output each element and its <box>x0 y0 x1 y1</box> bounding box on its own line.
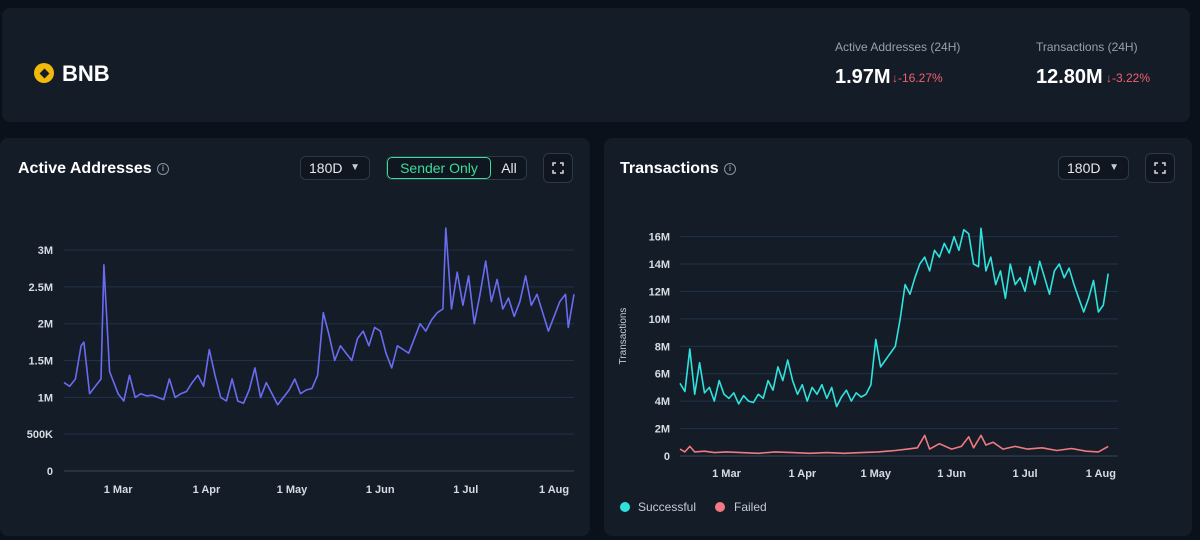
transactions-series-line-failed <box>679 434 1109 455</box>
transactions-x-tick-label: 1 Aug <box>1086 468 1116 480</box>
transactions-x-tick-label: 1 Jul <box>1012 468 1037 480</box>
active-addresses-24h-change: ↓-16.27% <box>892 71 943 85</box>
active-addresses-24h-value: 1.97M <box>835 66 891 88</box>
chevron-down-icon: ▼ <box>350 162 360 173</box>
legend-failed[interactable]: Failed <box>734 500 767 514</box>
period-select-value: 180D <box>309 160 343 176</box>
chevron-down-icon: ▼ <box>1109 162 1119 173</box>
change-value: -16.27% <box>898 71 943 85</box>
transactions-y-tick-label: 16M <box>649 232 670 244</box>
transactions-x-tick-label: 1 Mar <box>712 468 741 480</box>
transactions-x-tick-label: 1 May <box>860 468 891 480</box>
info-icon[interactable]: i <box>157 163 169 175</box>
transactions-y-tick-label: 6M <box>655 369 670 381</box>
transactions-y-tick-label: 0 <box>664 451 670 463</box>
transactions-x-tick-label: 1 Apr <box>788 468 816 480</box>
transactions-y-tick-label: 4M <box>655 396 670 408</box>
expand-chart-button[interactable] <box>543 153 573 183</box>
arrow-down-icon: ↓ <box>892 71 898 85</box>
transactions-panel: Transactions i 180D ▼ 0 2M 4M 6M 8M 10M 12M 14M… <box>604 138 1192 536</box>
transactions-y-axis-label: Transactions <box>618 308 629 365</box>
transactions-y-tick-label: 8M <box>655 341 670 353</box>
info-icon[interactable]: i <box>724 163 736 175</box>
legend-swatch-successful <box>620 502 630 512</box>
arrow-down-icon: ↓ <box>1106 71 1112 85</box>
summary-card: BNB Active Addresses (24H) 1.97M ↓-16.27… <box>2 8 1190 122</box>
active-addresses-y-tick-label: 0 <box>47 466 53 478</box>
transactions-y-tick-label: 2M <box>655 424 670 436</box>
period-select[interactable]: 180D ▼ <box>300 156 370 180</box>
active-addresses-y-tick-label: 1.5M <box>29 356 53 368</box>
active-addresses-chart: 0 500K 1M 1.5M 2M 2.5M 3M 1 Mar 1 Apr 1 May 1 Jun 1… <box>27 227 575 496</box>
all-button[interactable]: All <box>501 160 517 176</box>
period-select[interactable]: 180D ▼ <box>1058 156 1129 180</box>
active-addresses-x-tick-label: 1 Aug <box>539 484 569 496</box>
period-select-value: 180D <box>1067 160 1101 176</box>
sender-only-button[interactable]: Sender Only <box>387 157 491 179</box>
active-addresses-x-tick-label: 1 Jul <box>453 484 478 496</box>
active-addresses-y-tick-label: 2.5M <box>29 282 53 294</box>
active-addresses-x-tick-label: 1 May <box>277 484 308 496</box>
active-addresses-24h-label: Active Addresses (24H) <box>835 40 961 54</box>
transactions-24h-change: ↓-3.22% <box>1106 71 1150 85</box>
active-addresses-x-tick-label: 1 Jun <box>366 484 395 496</box>
transactions-24h-label: Transactions (24H) <box>1036 40 1138 54</box>
legend-successful[interactable]: Successful <box>638 500 697 514</box>
active-addresses-x-tick-label: 1 Mar <box>104 484 133 496</box>
panel-title: Transactions <box>620 160 719 177</box>
transactions-24h-value: 12.80M <box>1036 66 1103 88</box>
transactions-y-tick-label: 10M <box>649 314 670 326</box>
panel-title: Active Addresses <box>18 160 152 177</box>
active-addresses-y-tick-label: 500K <box>27 429 53 441</box>
transactions-chart: 0 2M 4M 6M 8M 10M 12M 14M 16M 1 Mar 1 Apr 1 May 1 Ju… <box>618 227 1118 480</box>
transactions-y-tick-label: 14M <box>649 259 670 271</box>
change-value: -3.22% <box>1112 71 1151 85</box>
expand-icon <box>552 162 564 174</box>
active-addresses-y-tick-label: 2M <box>38 319 53 331</box>
transactions-x-tick-label: 1 Jun <box>937 468 966 480</box>
active-addresses-x-tick-label: 1 Apr <box>193 484 221 496</box>
expand-icon <box>1154 162 1166 174</box>
address-filter-toggle: Sender Only All <box>386 156 527 180</box>
active-addresses-panel: Active Addresses i 180D ▼ Sender Only Al… <box>0 138 590 536</box>
bnb-coin-icon <box>34 63 54 83</box>
active-addresses-y-tick-label: 3M <box>38 245 53 257</box>
expand-chart-button[interactable] <box>1145 153 1175 183</box>
active-addresses-series-line-0 <box>63 227 575 406</box>
transactions-y-tick-label: 12M <box>649 286 670 298</box>
legend-swatch-failed <box>715 502 725 512</box>
transactions-series-line-successful <box>679 227 1109 408</box>
coin-name: BNB <box>62 61 110 86</box>
active-addresses-y-tick-label: 1M <box>38 392 53 404</box>
